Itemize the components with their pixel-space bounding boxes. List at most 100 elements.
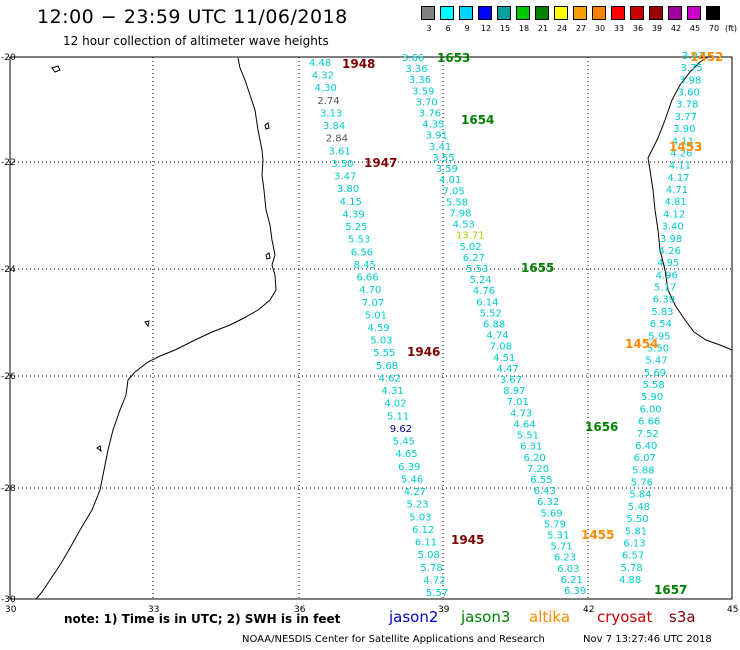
- altika-wave-value: 6.07: [634, 453, 656, 464]
- jason3-wave-value: 6.32: [537, 497, 559, 508]
- altika-wave-value: 6.13: [623, 538, 645, 549]
- pass-time-1454: 1454: [625, 337, 658, 351]
- pass-time-1946: 1946: [407, 345, 440, 359]
- jason3-wave-value: 3.41: [429, 142, 451, 153]
- s3a-wave-value: 4.48: [309, 58, 331, 69]
- altika-wave-value: 3.98: [660, 234, 682, 245]
- jason3-wave-value: 5.58: [446, 197, 468, 208]
- jason3-wave-value: 6.39: [564, 586, 586, 597]
- color-swatch: [592, 6, 606, 20]
- y-tick-label: -20: [1, 53, 16, 63]
- color-swatch: [535, 6, 549, 20]
- altika-wave-value: 4.17: [667, 173, 689, 184]
- altika-wave-value: 6.00: [640, 404, 662, 415]
- chart-title: 12:00 − 23:59 UTC 11/06/2018: [37, 6, 348, 28]
- color-scale-label: 6: [445, 24, 451, 33]
- altika-wave-value: 5.76: [631, 478, 653, 489]
- jason3-wave-value: 5.71: [551, 542, 573, 553]
- altika-wave-value: 4.26: [670, 148, 692, 159]
- x-tick-label: 33: [148, 605, 159, 615]
- jason3-wave-value: 7.05: [443, 186, 465, 197]
- altika-wave-value: 6.57: [622, 551, 644, 562]
- color-scale-label: 9: [464, 24, 470, 33]
- altika-wave-value: 4.81: [664, 197, 686, 208]
- mission-jason3: jason3: [461, 608, 511, 626]
- altika-wave-value: 7.52: [637, 429, 659, 440]
- jason3-wave-value: 3.70: [416, 97, 438, 108]
- s3a-wave-value: 4.59: [368, 323, 390, 334]
- s3a-wave-value: 4.15: [340, 197, 362, 208]
- s3a-wave-value: 3.13: [320, 108, 342, 119]
- altika-wave-value: 4.26: [659, 246, 681, 257]
- color-scale-label: 39: [651, 24, 663, 33]
- mission-cryosat: cryosat: [597, 608, 653, 626]
- s3a-wave-value: 7.07: [362, 298, 384, 309]
- altika-wave-value: 3.90: [673, 124, 695, 135]
- altika-track: 3.023.753.983.603.783.773.904.114.264.11…: [619, 51, 704, 586]
- color-scale-unit: (ft): [724, 24, 738, 33]
- jason3-wave-value: 6.43: [534, 486, 556, 497]
- color-scale-label: 18: [518, 24, 530, 33]
- jason3-wave-value: 3.59: [412, 86, 434, 97]
- x-tick-label: 30: [5, 605, 17, 615]
- s3a-wave-value: 6.11: [415, 538, 437, 549]
- s3a-wave-value: 4.32: [312, 71, 334, 82]
- generation-timestamp: Nov 7 13:27:46 UTC 2018: [583, 634, 712, 645]
- color-scale-label: 21: [537, 24, 549, 33]
- pass-time-1656: 1656: [585, 420, 618, 434]
- s3a-wave-value: 6.39: [398, 462, 420, 473]
- s3a-wave-value: 4.72: [423, 575, 445, 586]
- x-tick-label: 45: [727, 605, 738, 615]
- s3a-wave-value: 3.61: [329, 146, 351, 157]
- jason3-wave-value: 3.36: [409, 75, 431, 86]
- jason3-wave-value: 4.64: [513, 419, 535, 430]
- s3a-wave-value: 4.62: [379, 373, 401, 384]
- s3a-wave-value: 5.03: [409, 512, 431, 523]
- pass-time-1654: 1654: [461, 113, 494, 127]
- jason3-wave-value: 6.88: [483, 320, 505, 331]
- y-tick-label: -30: [1, 595, 16, 605]
- y-tick-label: -24: [1, 265, 16, 275]
- jason3-wave-value: 6.23: [554, 553, 576, 564]
- altika-wave-value: 6.66: [638, 417, 660, 428]
- chart-subtitle: 12 hour collection of altimeter wave hei…: [63, 34, 329, 48]
- altika-wave-value: 5.81: [625, 526, 647, 537]
- jason3-wave-value: 4.51: [493, 353, 515, 364]
- altika-wave-value: 5.17: [654, 283, 676, 294]
- color-scale-label: 24: [556, 24, 568, 33]
- altika-wave-value: 5.48: [628, 502, 650, 513]
- s3a-wave-value: 2.74: [317, 96, 339, 107]
- pass-time-1453: 1453: [669, 140, 702, 154]
- color-scale-label: 15: [499, 24, 511, 33]
- jason3-wave-value: 4.53: [453, 220, 475, 231]
- color-swatch: [687, 6, 701, 20]
- altika-wave-value: 5.47: [645, 356, 667, 367]
- jason3-wave-value: 7.08: [490, 342, 512, 353]
- s3a-wave-value: 9.62: [390, 424, 412, 435]
- jason3-wave-value: 6.21: [561, 575, 583, 586]
- s3a-wave-value: 4.30: [315, 83, 337, 94]
- altika-wave-value: 6.39: [653, 295, 675, 306]
- pass-time-1655: 1655: [521, 261, 554, 275]
- color-swatch: [630, 6, 644, 20]
- s3a-wave-value: 3.50: [331, 159, 353, 170]
- jason3-wave-value: 5.52: [480, 308, 502, 319]
- s3a-wave-value: 3.80: [337, 184, 359, 195]
- s3a-wave-value: 4.39: [342, 209, 364, 220]
- s3a-wave-value: 5.01: [365, 310, 387, 321]
- altika-wave-value: 4.96: [656, 270, 678, 281]
- s3a-track: 4.48 4.324.30 2.743.13 3.84 2.843.61 3.50 3.47…: [309, 58, 448, 599]
- color-scale-label: 33: [613, 24, 625, 33]
- jason3-wave-value: 5.02: [459, 242, 481, 253]
- s3a-wave-value: 6.12: [412, 525, 434, 536]
- color-swatch: [668, 6, 682, 20]
- s3a-wave-value: 4.27: [404, 487, 426, 498]
- altika-wave-value: 3.77: [675, 112, 697, 123]
- s3a-wave-value: 5.03: [370, 336, 392, 347]
- coastline: [35, 56, 733, 600]
- altika-wave-value: 3.40: [661, 222, 683, 233]
- color-scale-label: 42: [670, 24, 682, 33]
- altika-wave-value: 6.54: [650, 319, 672, 330]
- altika-wave-value: 3.75: [681, 63, 703, 74]
